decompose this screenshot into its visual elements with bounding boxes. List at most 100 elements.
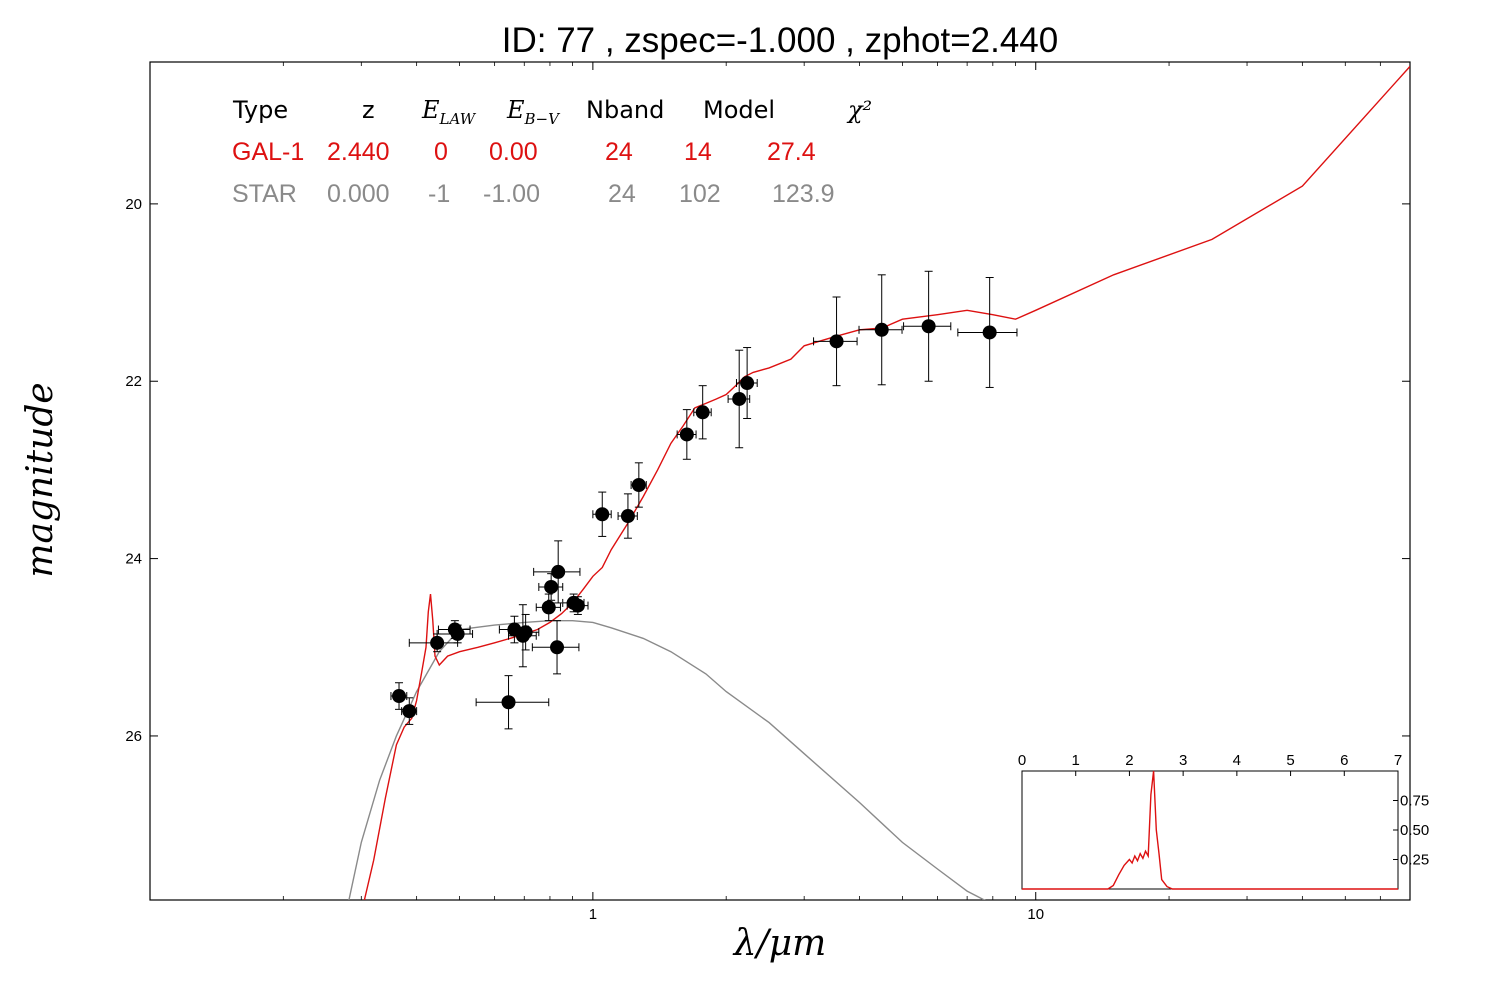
inset-x-tick-label: 3 [1179, 752, 1187, 769]
galaxy-elaw: 0 [434, 138, 448, 166]
data-marker [620, 509, 635, 524]
inset-y-tick-label: 0.25 [1400, 852, 1429, 869]
galaxy-type: GAL-1 [232, 138, 304, 166]
data-point [401, 697, 418, 725]
data-marker [740, 376, 755, 391]
table-row-star: STAR 0.000 -1 -1.00 24 102 123.9 [232, 180, 835, 208]
data-point [538, 573, 564, 601]
inset-frame [1021, 770, 1399, 890]
data-point [475, 675, 550, 730]
data-marker [550, 640, 565, 655]
data-marker [570, 598, 585, 613]
inset-x-tick-label: 0 [1018, 752, 1026, 769]
data-marker [982, 325, 997, 340]
star-elaw: -1 [428, 180, 450, 208]
data-point [693, 385, 712, 440]
data-marker [874, 322, 889, 337]
star-z: 0.000 [327, 180, 390, 208]
inset-x-tick-label: 1 [1072, 752, 1080, 769]
data-marker [450, 626, 465, 641]
table-header-chi2: χ² [846, 96, 872, 124]
x-tick-label: 1 [589, 906, 597, 923]
data-point [735, 347, 758, 419]
data-marker [595, 507, 610, 522]
data-marker [551, 564, 566, 579]
inset-x-tick-label: 4 [1233, 752, 1241, 769]
y-tick-label: 20 [125, 196, 142, 213]
galaxy-model: 14 [684, 138, 712, 166]
data-point [533, 540, 581, 604]
inset-y-tick-label: 0.75 [1400, 793, 1429, 810]
chart-title: ID: 77 , zspec=-1.000 , zphot=2.440 [502, 21, 1058, 60]
photometry-points [390, 270, 1018, 730]
data-point [436, 624, 474, 644]
data-marker [829, 334, 844, 349]
data-marker [518, 625, 533, 640]
y-tick-label: 24 [125, 551, 142, 568]
star-model: 102 [679, 180, 721, 208]
data-point [858, 274, 903, 386]
x-tick-label: 10 [1027, 906, 1044, 923]
data-point [617, 493, 638, 539]
data-point [813, 296, 858, 387]
data-point [531, 620, 580, 675]
fit-results-table: Type z ELAW EB−V Nband Model χ² GAL-1 2.… [232, 96, 872, 208]
data-point [592, 491, 612, 537]
data-point [566, 596, 589, 615]
star-chi2: 123.9 [772, 180, 835, 208]
y-tick-label: 26 [125, 728, 142, 745]
galaxy-z: 2.440 [327, 138, 390, 166]
x-axis: 1 10 [282, 62, 1381, 923]
inset-x-axis: 0 1 2 3 4 5 6 7 [1018, 752, 1402, 776]
data-point [510, 613, 540, 651]
data-marker [402, 704, 417, 719]
data-marker [695, 405, 710, 420]
galaxy-model-line [363, 65, 1410, 900]
table-header-nband: Nband [586, 96, 664, 124]
inset-x-tick-label: 6 [1340, 752, 1348, 769]
galaxy-chi2: 27.4 [767, 138, 816, 166]
table-header-model: Model [703, 96, 775, 124]
inset-x-tick-label: 7 [1394, 752, 1402, 769]
data-marker [732, 391, 747, 406]
data-marker [541, 600, 556, 615]
inset-pdz-curve [1022, 770, 1398, 890]
data-point [630, 462, 647, 508]
data-marker [631, 477, 646, 492]
star-nband: 24 [608, 180, 636, 208]
data-marker [392, 689, 407, 704]
table-header-z: z [362, 96, 375, 124]
data-point [676, 409, 697, 460]
star-ebv: -1.00 [483, 180, 540, 208]
galaxy-ebv: 0.00 [489, 138, 538, 166]
y-axis-label: magnitude [20, 382, 61, 577]
model-spectra [348, 65, 1410, 900]
data-point [535, 593, 561, 622]
y-axis: 20 22 24 26 [125, 196, 1410, 745]
inset-x-tick-label: 2 [1125, 752, 1133, 769]
table-header-elaw: ELAW [421, 96, 477, 128]
inset-x-tick-label: 5 [1286, 752, 1294, 769]
data-marker [501, 695, 516, 710]
pdz-line [1022, 770, 1398, 890]
data-point [408, 633, 459, 653]
star-type: STAR [232, 180, 297, 208]
inset-y-axis: 0.25 0.50 0.75 [1393, 793, 1429, 869]
x-axis-label: λ/μm [732, 923, 826, 964]
data-point [390, 682, 408, 710]
y-tick-label: 22 [125, 373, 142, 390]
data-marker [544, 579, 559, 594]
data-marker [921, 319, 936, 334]
plot-frame [149, 61, 1411, 901]
galaxy-nband: 24 [605, 138, 633, 166]
data-marker [679, 427, 694, 442]
table-header-type: Type [232, 96, 288, 124]
pdz-inset: 0 1 2 3 4 5 6 7 0.25 0.50 0.75 [1018, 752, 1429, 890]
data-marker [430, 635, 445, 650]
table-header-ebv: EB−V [506, 96, 561, 128]
data-point [903, 270, 952, 382]
table-row-galaxy: GAL-1 2.440 0 0.00 24 14 27.4 [232, 138, 816, 166]
data-point [957, 276, 1018, 388]
inset-y-tick-label: 0.50 [1400, 822, 1429, 839]
